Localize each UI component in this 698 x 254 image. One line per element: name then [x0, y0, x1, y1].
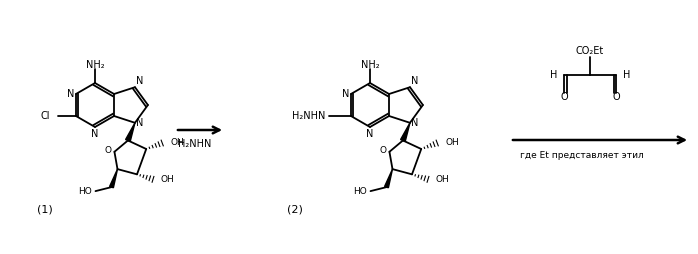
- Text: (1): (1): [37, 205, 53, 215]
- Polygon shape: [126, 123, 135, 141]
- Text: CO₂Et: CO₂Et: [576, 46, 604, 56]
- Text: OH: OH: [445, 138, 459, 148]
- Text: H₂NHN: H₂NHN: [178, 139, 211, 149]
- Text: N: N: [411, 118, 418, 128]
- Text: (2): (2): [287, 205, 303, 215]
- Text: N: N: [136, 76, 143, 86]
- Text: N: N: [91, 129, 98, 139]
- Text: где Et представляет этил: где Et представляет этил: [520, 151, 644, 160]
- Text: NH₂: NH₂: [86, 60, 104, 70]
- Polygon shape: [110, 169, 117, 188]
- Text: H₂NHN: H₂NHN: [292, 111, 325, 121]
- Text: OH: OH: [170, 138, 184, 148]
- Text: NH₂: NH₂: [361, 60, 379, 70]
- Text: OH: OH: [436, 175, 450, 184]
- Text: HO: HO: [352, 187, 366, 196]
- Polygon shape: [385, 169, 392, 188]
- Text: OH: OH: [161, 175, 174, 184]
- Text: N: N: [411, 76, 418, 86]
- Polygon shape: [401, 123, 410, 141]
- Text: Cl: Cl: [40, 111, 50, 121]
- Text: O: O: [105, 146, 112, 155]
- Text: O: O: [560, 92, 567, 102]
- Text: H: H: [623, 70, 630, 80]
- Text: N: N: [366, 129, 373, 139]
- Text: HO: HO: [77, 187, 91, 196]
- Text: N: N: [136, 118, 143, 128]
- Text: O: O: [380, 146, 387, 155]
- Text: H: H: [549, 70, 557, 80]
- Text: N: N: [66, 89, 74, 99]
- Text: N: N: [341, 89, 349, 99]
- Text: O: O: [612, 92, 620, 102]
